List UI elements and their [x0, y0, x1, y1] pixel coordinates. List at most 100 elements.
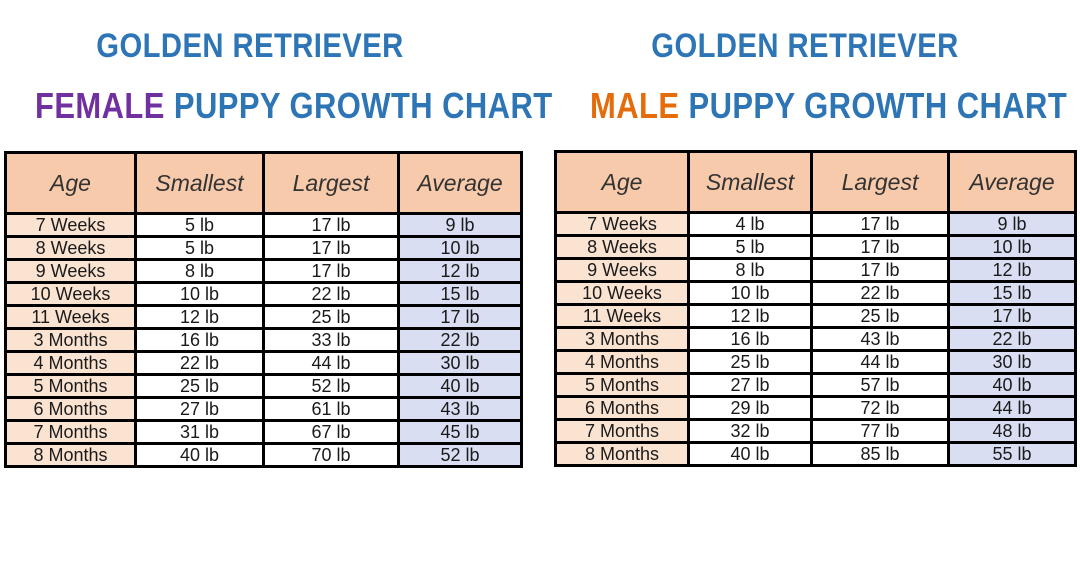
column-header: Average	[397, 151, 523, 215]
largest-cell: 22 lb	[810, 280, 950, 306]
table-row: 8 Months 40 lb 85 lb 55 lb	[554, 441, 1077, 467]
age-cell: 8 Weeks	[4, 235, 137, 261]
female-title-line1: GOLDEN RETRIEVER	[96, 27, 404, 65]
average-cell: 48 lb	[947, 418, 1077, 444]
table-row: 9 Weeks 8 lb 17 lb 12 lb	[554, 257, 1077, 283]
age-cell: 4 Months	[4, 350, 137, 376]
largest-cell: 85 lb	[810, 441, 950, 467]
average-cell: 10 lb	[947, 234, 1077, 260]
age-cell: 9 Weeks	[4, 258, 137, 284]
table-row: 6 Months 27 lb 61 lb 43 lb	[4, 396, 523, 422]
column-header: Age	[554, 150, 690, 214]
age-cell: 3 Months	[554, 326, 690, 352]
smallest-cell: 10 lb	[134, 281, 265, 307]
largest-cell: 17 lb	[810, 234, 950, 260]
largest-cell: 61 lb	[262, 396, 400, 422]
average-cell: 44 lb	[947, 395, 1077, 421]
age-cell: 6 Months	[554, 395, 690, 421]
male-title-highlight: MALE	[590, 85, 680, 126]
table-row: 5 Months 25 lb 52 lb 40 lb	[4, 373, 523, 399]
largest-cell: 52 lb	[262, 373, 400, 399]
table-row: 7 Weeks 4 lb 17 lb 9 lb	[554, 211, 1077, 237]
average-cell: 15 lb	[397, 281, 523, 307]
female-title-highlight: FEMALE	[35, 85, 165, 126]
table-row: 10 Weeks 10 lb 22 lb 15 lb	[4, 281, 523, 307]
table-row: 10 Weeks 10 lb 22 lb 15 lb	[554, 280, 1077, 306]
largest-cell: 25 lb	[810, 303, 950, 329]
average-cell: 40 lb	[947, 372, 1077, 398]
column-header: Largest	[810, 150, 950, 214]
table-header-row: Age Smallest Largest Average	[4, 151, 523, 215]
table-row: 7 Months 32 lb 77 lb 48 lb	[554, 418, 1077, 444]
average-cell: 45 lb	[397, 419, 523, 445]
largest-cell: 44 lb	[810, 349, 950, 375]
male-title-line2: MALE PUPPY GROWTH CHART	[590, 85, 1067, 127]
smallest-cell: 25 lb	[134, 373, 265, 399]
table-header-row: Age Smallest Largest Average	[554, 150, 1077, 214]
smallest-cell: 27 lb	[687, 372, 813, 398]
table-row: 8 Months 40 lb 70 lb 52 lb	[4, 442, 523, 468]
smallest-cell: 29 lb	[687, 395, 813, 421]
smallest-cell: 40 lb	[134, 442, 265, 468]
table-row: 3 Months 16 lb 33 lb 22 lb	[4, 327, 523, 353]
smallest-cell: 8 lb	[687, 257, 813, 283]
table-row: 4 Months 25 lb 44 lb 30 lb	[554, 349, 1077, 375]
average-cell: 9 lb	[947, 211, 1077, 237]
average-cell: 15 lb	[947, 280, 1077, 306]
smallest-cell: 31 lb	[134, 419, 265, 445]
age-cell: 11 Weeks	[554, 303, 690, 329]
smallest-cell: 16 lb	[687, 326, 813, 352]
average-cell: 17 lb	[947, 303, 1077, 329]
table-row: 7 Weeks 5 lb 17 lb 9 lb	[4, 212, 523, 238]
smallest-cell: 12 lb	[687, 303, 813, 329]
average-cell: 9 lb	[397, 212, 523, 238]
table-row: 7 Months 31 lb 67 lb 45 lb	[4, 419, 523, 445]
largest-cell: 17 lb	[262, 212, 400, 238]
age-cell: 10 Weeks	[4, 281, 137, 307]
female-title-line2: FEMALE PUPPY GROWTH CHART	[35, 85, 552, 127]
smallest-cell: 5 lb	[687, 234, 813, 260]
largest-cell: 70 lb	[262, 442, 400, 468]
age-cell: 11 Weeks	[4, 304, 137, 330]
column-header: Age	[4, 151, 137, 215]
age-cell: 8 Months	[554, 441, 690, 467]
smallest-cell: 5 lb	[134, 235, 265, 261]
male-title-rest: PUPPY GROWTH CHART	[688, 85, 1068, 126]
age-cell: 9 Weeks	[554, 257, 690, 283]
smallest-cell: 8 lb	[134, 258, 265, 284]
average-cell: 17 lb	[397, 304, 523, 330]
largest-cell: 57 lb	[810, 372, 950, 398]
smallest-cell: 16 lb	[134, 327, 265, 353]
female-title-rest: PUPPY GROWTH CHART	[173, 85, 553, 126]
male-title-line1: GOLDEN RETRIEVER	[651, 27, 959, 65]
age-cell: 4 Months	[554, 349, 690, 375]
smallest-cell: 40 lb	[687, 441, 813, 467]
average-cell: 10 lb	[397, 235, 523, 261]
smallest-cell: 22 lb	[134, 350, 265, 376]
table-row: 11 Weeks 12 lb 25 lb 17 lb	[554, 303, 1077, 329]
table-row: 11 Weeks 12 lb 25 lb 17 lb	[4, 304, 523, 330]
male-growth-table: Age Smallest Largest Average 7 Weeks 4 lb 17 …	[554, 150, 1077, 467]
age-cell: 3 Months	[4, 327, 137, 353]
average-cell: 52 lb	[397, 442, 523, 468]
smallest-cell: 32 lb	[687, 418, 813, 444]
age-cell: 10 Weeks	[554, 280, 690, 306]
table-row: 5 Months 27 lb 57 lb 40 lb	[554, 372, 1077, 398]
table-row: 9 Weeks 8 lb 17 lb 12 lb	[4, 258, 523, 284]
smallest-cell: 12 lb	[134, 304, 265, 330]
largest-cell: 43 lb	[810, 326, 950, 352]
largest-cell: 22 lb	[262, 281, 400, 307]
average-cell: 30 lb	[397, 350, 523, 376]
age-cell: 7 Months	[554, 418, 690, 444]
average-cell: 55 lb	[947, 441, 1077, 467]
largest-cell: 72 lb	[810, 395, 950, 421]
age-cell: 6 Months	[4, 396, 137, 422]
age-cell: 7 Months	[4, 419, 137, 445]
average-cell: 22 lb	[397, 327, 523, 353]
largest-cell: 67 lb	[262, 419, 400, 445]
average-cell: 43 lb	[397, 396, 523, 422]
largest-cell: 17 lb	[262, 258, 400, 284]
largest-cell: 44 lb	[262, 350, 400, 376]
column-header: Largest	[262, 151, 400, 215]
average-cell: 30 lb	[947, 349, 1077, 375]
